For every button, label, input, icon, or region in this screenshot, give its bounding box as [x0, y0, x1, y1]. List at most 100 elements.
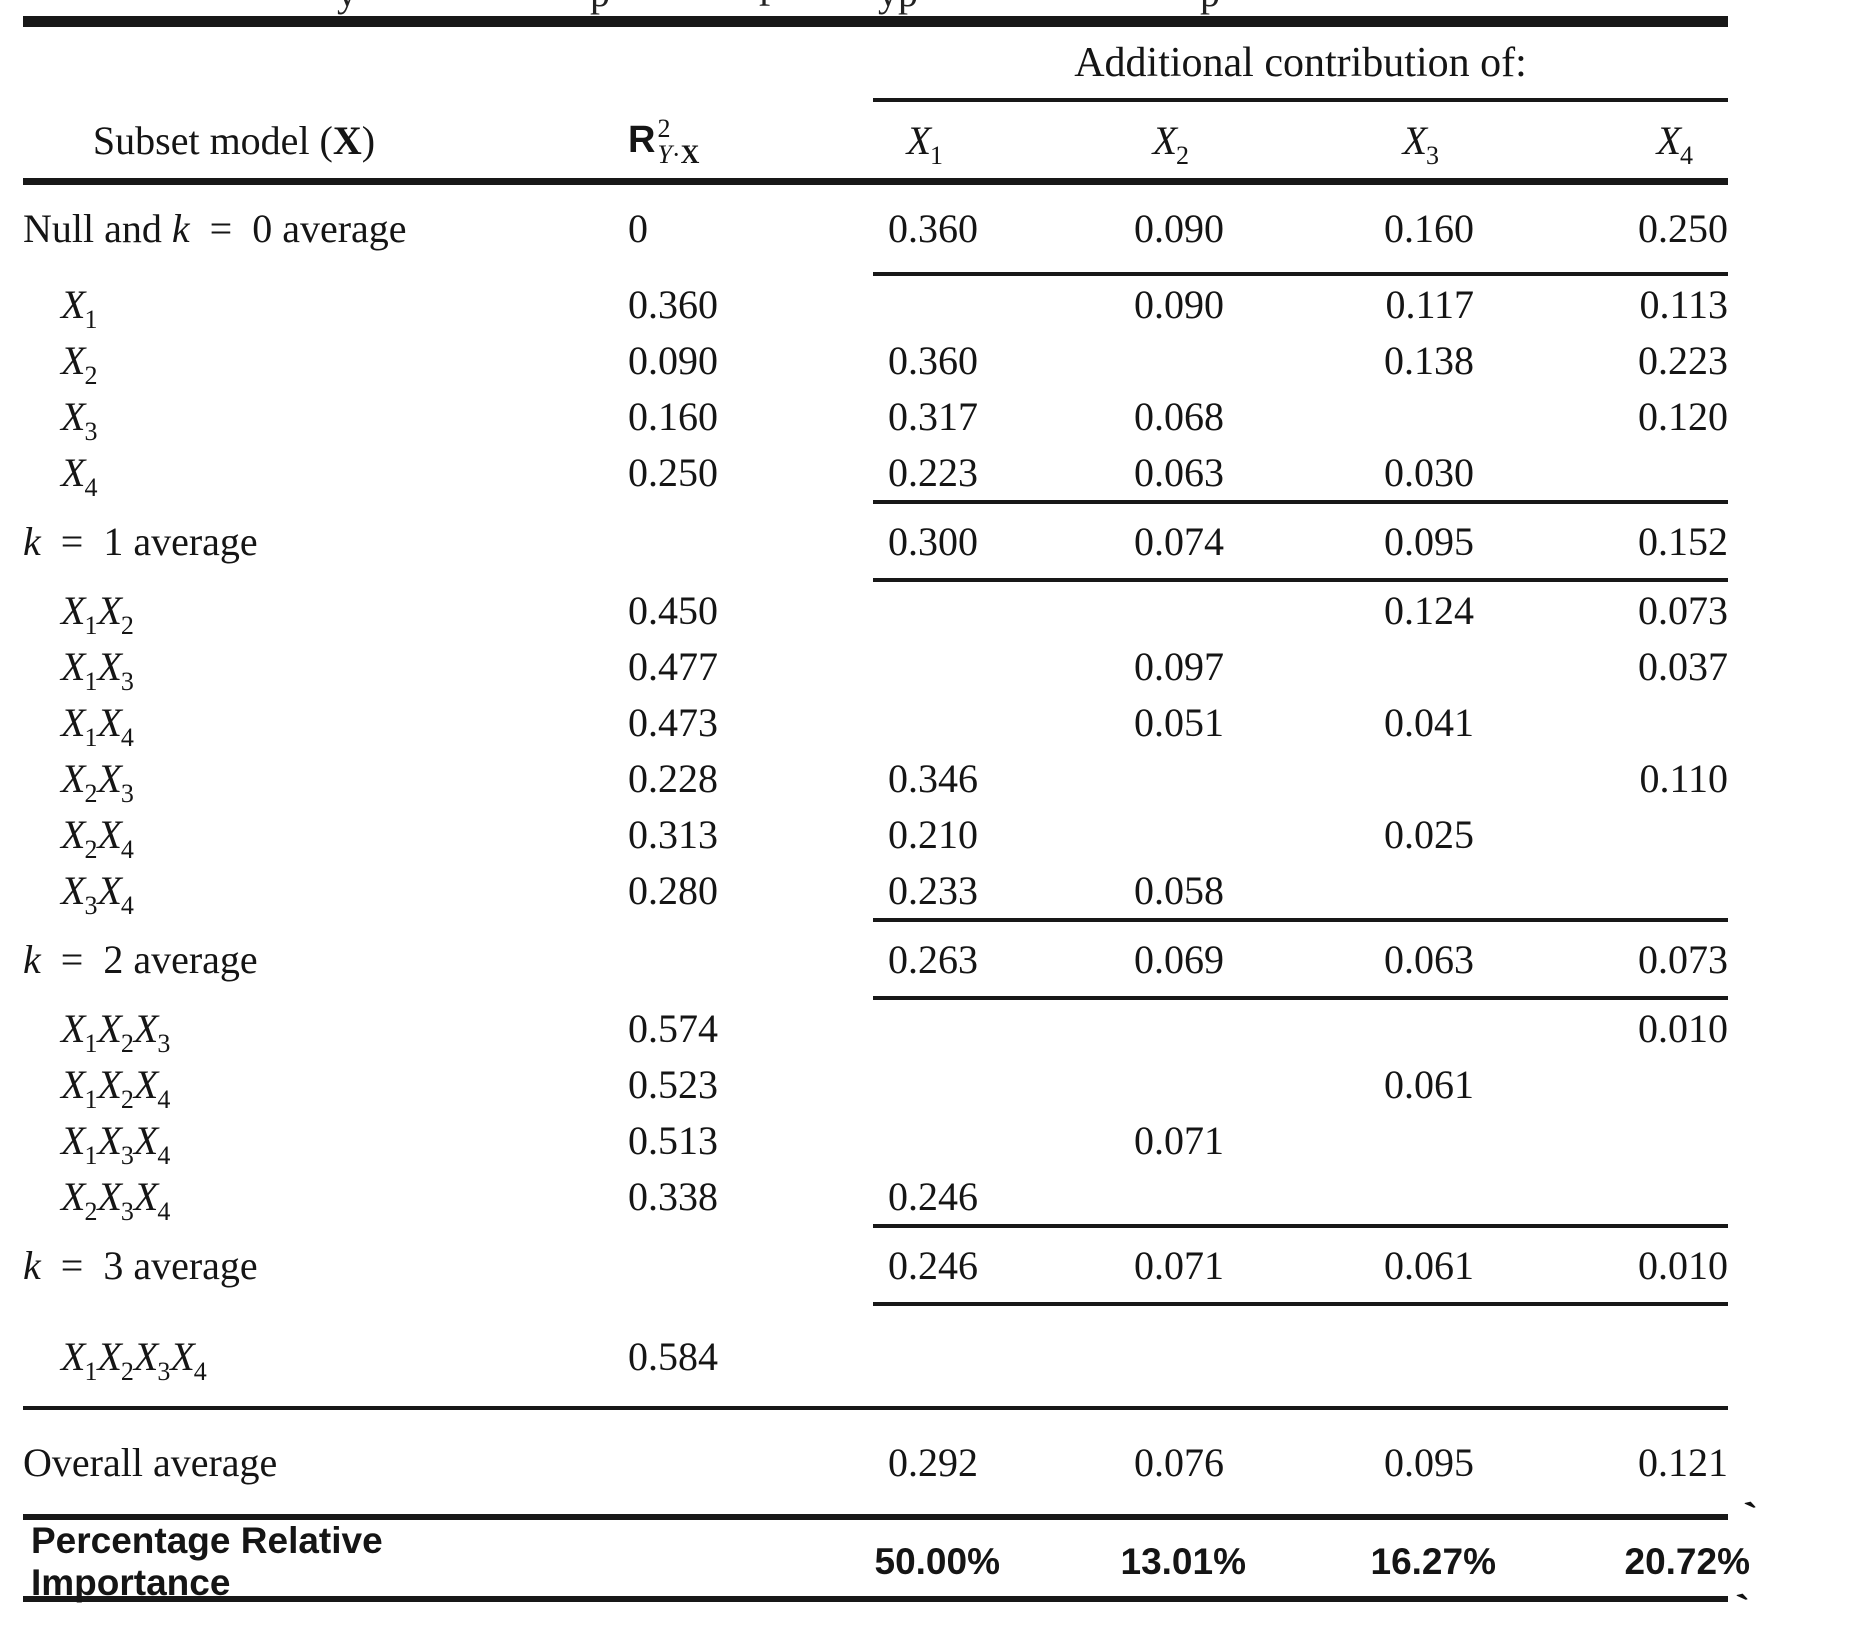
subset-model-label: X1X2X3X4 — [61, 1333, 207, 1386]
caption-fragment: yp — [878, 0, 918, 16]
contrib-x4-value: 0.073 — [1638, 587, 1728, 633]
contrib-x3-value: 0.138 — [1384, 337, 1474, 383]
caption-fragment: y — [337, 0, 357, 16]
contrib-x4-value: 0.037 — [1638, 643, 1728, 689]
table-body: Null and k = 0 average 0 0.360 0.090 0.160 0.… — [23, 185, 1750, 1603]
table-row: X4 0.250 0.223 0.063 0.030 — [23, 444, 1728, 501]
contrib-x1-value: 0.263 — [888, 936, 978, 982]
table-row: Overall average 0.292 0.076 0.095 0.121 — [23, 1410, 1728, 1514]
table-row: X3X4 0.280 0.233 0.058 — [23, 862, 1728, 919]
contrib-x3-value: 0.095 — [1384, 1439, 1474, 1485]
contrib-x2-value: 0.058 — [1134, 867, 1224, 913]
subset-model-label: X2 — [61, 337, 98, 390]
rule-divider — [873, 98, 1728, 102]
contrib-x2-value: 0.097 — [1134, 643, 1224, 689]
subset-model-label: X2X4 — [61, 811, 134, 864]
subset-model-label: X1X4 — [61, 699, 134, 752]
r-squared-value: 0.250 — [628, 449, 718, 495]
r-squared-value: 0.360 — [628, 281, 718, 327]
subset-model-label: X1X3X4 — [61, 1117, 171, 1170]
subset-model-label: X2X3 — [61, 755, 134, 808]
table-row: X2X4 0.313 0.210 0.025 — [23, 806, 1728, 864]
rule-divider — [873, 1224, 1728, 1228]
contrib-x2-value: 0.071 — [1134, 1242, 1224, 1288]
contrib-x3-value: 0.160 — [1384, 206, 1474, 251]
contrib-x3-value: 0.061 — [1384, 1061, 1474, 1107]
contrib-x1-value: 0.223 — [888, 449, 978, 495]
table-row: k = 3 average 0.246 0.071 0.061 0.010 — [23, 1228, 1728, 1302]
table-row: k = 1 average 0.300 0.074 0.095 0.152 — [23, 504, 1728, 578]
table-row: X1X2 0.450 0.124 0.073 — [23, 582, 1728, 640]
subset-model-table: ypfypp Additional contribution of: Subse… — [23, 0, 1750, 1603]
contrib-x4-value: 0.223 — [1638, 337, 1728, 383]
contrib-x3-value: 0.117 — [1385, 281, 1474, 327]
rule-divider — [873, 272, 1728, 276]
table-row: X2 0.090 0.360 0.138 0.223 — [23, 332, 1728, 390]
table-row: k = 2 average 0.263 0.069 0.063 0.073 — [23, 922, 1728, 996]
col-header-x2: X2 — [1152, 117, 1189, 170]
r-squared-value: 0.338 — [628, 1173, 718, 1219]
subset-model-label: Percentage Relative Importance — [31, 1520, 383, 1603]
contrib-x4-value: 0.121 — [1638, 1439, 1728, 1485]
table-row: X1X2X4 0.523 0.061 — [23, 1056, 1728, 1114]
cropped-caption-fragments: ypfypp — [23, 0, 1728, 16]
subset-model-label: X1X2 — [61, 587, 134, 640]
contrib-x3-value: 0.063 — [1384, 936, 1474, 982]
table-row: X1X3X4 0.513 0.071 — [23, 1112, 1728, 1170]
contrib-x1-value: 0.210 — [888, 811, 978, 857]
subset-model-label: Overall average — [23, 1439, 278, 1485]
table-row: X1 0.360 0.090 0.117 0.113 — [23, 276, 1728, 333]
table-row: X1X4 0.473 0.051 0.041 — [23, 694, 1728, 752]
contrib-x1-value: 0.246 — [888, 1242, 978, 1288]
contrib-x4-value: 0.250 — [1638, 206, 1728, 251]
caption-fragment: p — [590, 0, 610, 16]
rule-divider — [23, 1596, 1728, 1602]
contrib-x1-value: 0.317 — [888, 393, 978, 439]
contrib-x3-value: 0.095 — [1384, 518, 1474, 564]
scan-artifact-mark: ` — [1733, 1584, 1758, 1635]
contrib-x1-value: 0.300 — [888, 518, 978, 564]
caption-fragment: p — [1200, 0, 1220, 16]
contrib-x2-value: 0.074 — [1134, 518, 1224, 564]
subset-model-label: X2X3X4 — [61, 1173, 171, 1226]
contrib-x2-value: 13.01% — [1120, 1541, 1247, 1582]
rule-divider — [23, 1514, 1728, 1520]
contrib-x2-value: 0.069 — [1134, 936, 1224, 982]
subset-model-label: X1X3 — [61, 643, 134, 696]
subset-model-label: k = 3 average — [23, 1242, 258, 1288]
contrib-x2-value: 0.076 — [1134, 1439, 1224, 1485]
top-rule — [23, 16, 1728, 27]
table-row: X2X3X4 0.338 0.246 — [23, 1168, 1728, 1226]
r2-superscript: 2 — [657, 114, 671, 143]
r-squared-value: 0.523 — [628, 1061, 718, 1107]
contrib-x4-value: 0.110 — [1639, 755, 1728, 801]
subset-model-label: X3 — [61, 393, 98, 446]
contrib-x1-value: 0.292 — [888, 1439, 978, 1485]
r-squared-value: 0.477 — [628, 643, 718, 689]
r-squared-value: 0.228 — [628, 755, 718, 801]
column-header-row: Subset model (X) R 2 Y·X X1 X2 X3 X4 — [23, 102, 1728, 178]
table-row: Percentage Relative Importance 50.00% 13.0… — [23, 1520, 1750, 1603]
r2-base: R — [628, 118, 656, 161]
contrib-x1-value: 0.233 — [888, 867, 978, 913]
caption-fragment: f — [758, 0, 771, 16]
rule-divider — [873, 1302, 1728, 1306]
table-row: X1X3 0.477 0.097 0.037 — [23, 638, 1728, 696]
contrib-x1-value: 0.360 — [888, 206, 978, 251]
r-squared-value: 0.160 — [628, 393, 718, 439]
contrib-x4-value: 0.073 — [1638, 936, 1728, 982]
subset-model-label: X1X2X4 — [61, 1061, 171, 1114]
additional-contribution-header: Additional contribution of: — [1074, 39, 1527, 86]
contrib-x4-value: 20.72% — [1624, 1541, 1751, 1582]
table-row: X1X2X3 0.574 0.010 — [23, 1000, 1728, 1057]
contrib-x2-value: 0.051 — [1134, 699, 1224, 745]
subset-model-label: k = 2 average — [23, 936, 258, 982]
table-row: X1X2X3X4 0.584 — [23, 1306, 1728, 1406]
header-rule — [23, 178, 1728, 185]
col-header-x3: X3 — [1402, 117, 1439, 170]
rule-divider — [23, 1406, 1728, 1410]
contrib-x4-value: 0.010 — [1638, 1005, 1728, 1051]
r-squared-value: 0 — [628, 206, 648, 251]
contrib-x1-value: 50.00% — [874, 1541, 1001, 1582]
